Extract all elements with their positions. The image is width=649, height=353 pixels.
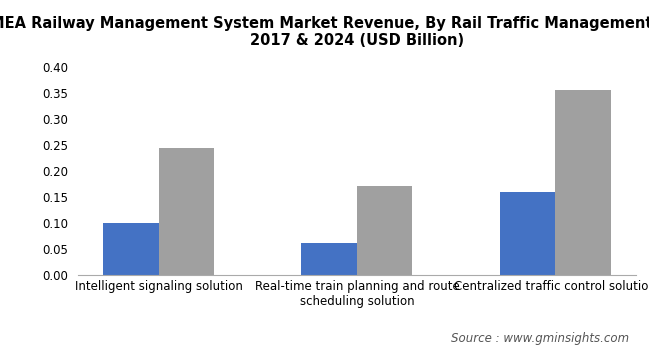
Bar — [103, 223, 159, 275]
Bar — [357, 186, 413, 275]
Bar — [500, 192, 555, 275]
Bar — [159, 148, 214, 275]
Bar — [555, 90, 611, 275]
Text: Source : www.gminsights.com: Source : www.gminsights.com — [452, 332, 630, 345]
Bar — [301, 243, 357, 275]
Title: MEA Railway Management System Market Revenue, By Rail Traffic Management System,: MEA Railway Management System Market Rev… — [0, 16, 649, 48]
